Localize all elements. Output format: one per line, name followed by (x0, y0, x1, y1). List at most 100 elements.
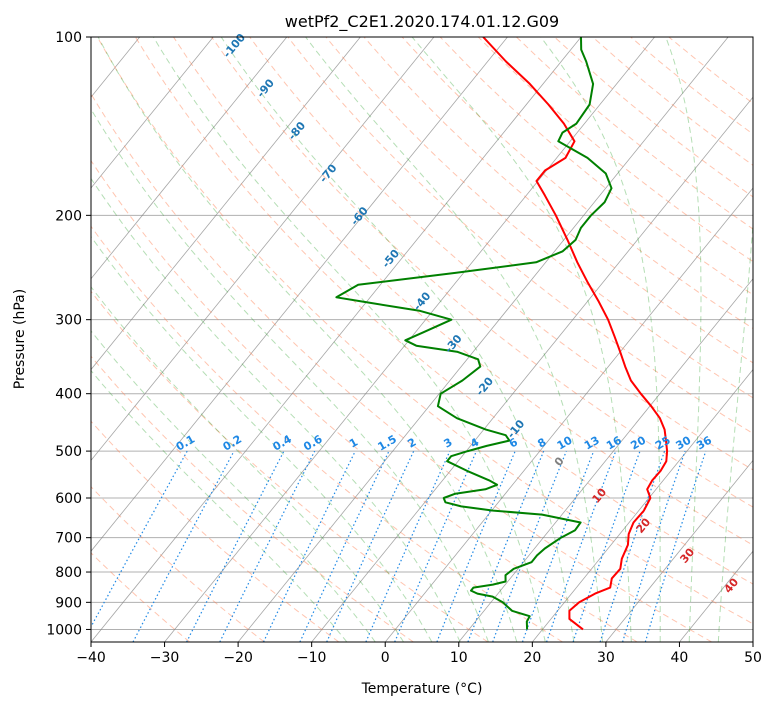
dry-adiabat-line (91, 225, 563, 642)
x-tick-label: 50 (744, 650, 762, 666)
profile-lines (335, 37, 669, 631)
isotherm-line (91, 37, 214, 189)
moist-adiabat-line (97, 37, 518, 642)
mixing-ratio-label: 16 (604, 433, 624, 452)
y-tick-label: 800 (55, 565, 82, 581)
dry-adiabat-line (96, 37, 753, 625)
moist-adiabat-label: 30 (677, 545, 697, 565)
x-tick-label: −30 (150, 650, 180, 666)
dry-adiabat-line (325, 37, 753, 399)
mixing-ratio-label: 0.4 (270, 432, 294, 453)
x-tick-label: 10 (450, 650, 468, 666)
dry-adiabat-line (91, 159, 638, 642)
x-tick-label: 30 (597, 650, 615, 666)
mixing-ratio-line (132, 450, 235, 642)
moist-adiabat-line (91, 330, 376, 642)
moist-adiabat-line (220, 37, 575, 642)
moist-adiabat-line (540, 37, 661, 642)
x-axis-label: Temperature (°C) (361, 681, 483, 697)
moist-adiabat-label: 40 (721, 575, 741, 595)
mixing-ratio-line (365, 450, 451, 642)
moist-adiabat-line (91, 286, 405, 642)
isotherm-line (91, 37, 361, 371)
temperature-line (482, 37, 669, 631)
mixing-ratio-line (599, 450, 666, 642)
dry-adiabat-line (134, 37, 753, 585)
moist-adiabat-line (91, 108, 489, 642)
y-tick-label: 200 (55, 208, 82, 224)
mixing-ratio-line (262, 450, 356, 642)
moist-adiabat-label: -90 (254, 76, 277, 100)
isotherm-line (458, 278, 753, 642)
axes: −40 −30 −20 −10 0 10 20 30 40 5010020030040050060… (46, 30, 762, 666)
mixing-ratio-line (219, 450, 316, 642)
moist-adiabat-line (305, 37, 603, 642)
mixing-ratio-line (436, 450, 516, 642)
mixing-ratio-line (186, 450, 285, 642)
y-tick-label: 600 (55, 491, 82, 507)
moist-adiabat-line (665, 37, 702, 642)
mixing-ratio-line (572, 450, 641, 642)
mixing-ratio-label: 0.2 (221, 433, 244, 454)
dry-adiabat-line (91, 290, 489, 642)
isotherm-line (91, 37, 288, 280)
moist-adiabat-line (91, 235, 433, 642)
moist-adiabat-label: -20 (473, 374, 496, 398)
x-tick-label: 40 (671, 650, 689, 666)
moist-adiabat-label: 10 (589, 485, 609, 505)
y-tick-label: 100 (55, 30, 82, 46)
mixing-ratio-line (644, 450, 707, 642)
moist-adiabat-line (91, 177, 461, 642)
dry-adiabat-line (554, 37, 753, 198)
x-tick-label: −10 (297, 650, 327, 666)
mixing-ratio-label: 0.6 (301, 432, 325, 453)
y-tick-label: 400 (55, 387, 82, 403)
isotherm-line (311, 96, 753, 642)
dry-adiabat-line (249, 37, 753, 471)
x-tick-label: −40 (76, 650, 106, 666)
moist-adiabat-line (91, 369, 348, 642)
mixing-ratio-line (91, 450, 188, 629)
plot-frame (90, 36, 754, 643)
mixing-ratio-label: 10 (555, 433, 575, 452)
isotherm-line (0, 37, 66, 642)
isotherm-line (91, 37, 508, 552)
dry-adiabat-line (91, 355, 414, 642)
mixing-ratio-label: 1 (347, 436, 360, 451)
moist-adiabat-label: 0 (552, 454, 567, 468)
mixing-ratio-label: 13 (582, 434, 602, 453)
dry-adiabat-line (91, 552, 191, 642)
mixing-ratio-line (546, 450, 617, 642)
isotherm-line (237, 37, 729, 642)
dewpoint-line (335, 37, 613, 630)
x-tick-label: 0 (381, 650, 390, 666)
y-tick-label: 700 (55, 531, 82, 547)
moist-adiabat-label: -80 (286, 119, 309, 143)
isotherm-line (91, 37, 582, 642)
y-tick-label: 300 (55, 313, 82, 329)
moist-adiabat-line (152, 37, 546, 642)
mixing-ratio-line (467, 450, 545, 642)
y-tick-label: 1000 (46, 622, 82, 638)
isotherm-line (605, 459, 753, 642)
mixing-ratio-line (394, 450, 477, 642)
isotherm-line (532, 368, 753, 642)
mixing-ratio-line (622, 450, 686, 642)
mixing-ratio-label: 30 (673, 433, 693, 452)
y-axis-label: Pressure (hPa) (12, 289, 28, 389)
moist-adiabat-line (717, 217, 753, 642)
mixing-ratio-line (299, 450, 390, 642)
dry-adiabat-line (91, 420, 340, 642)
isotherm-line (384, 187, 753, 642)
mixing-ratio-label: 0.1 (174, 433, 197, 454)
mixing-ratio-label: 1.5 (376, 433, 399, 454)
mixing-ratio-label: 25 (653, 434, 673, 453)
y-tick-label: 900 (55, 595, 82, 611)
x-tick-label: 20 (523, 650, 541, 666)
mixing-ratio-label: 3 (442, 436, 455, 451)
mixing-ratio-label: 20 (628, 433, 648, 452)
dry-adiabat-line (211, 37, 753, 508)
moist-adiabat-label: -50 (379, 247, 402, 271)
y-tick-label: 500 (55, 444, 82, 460)
